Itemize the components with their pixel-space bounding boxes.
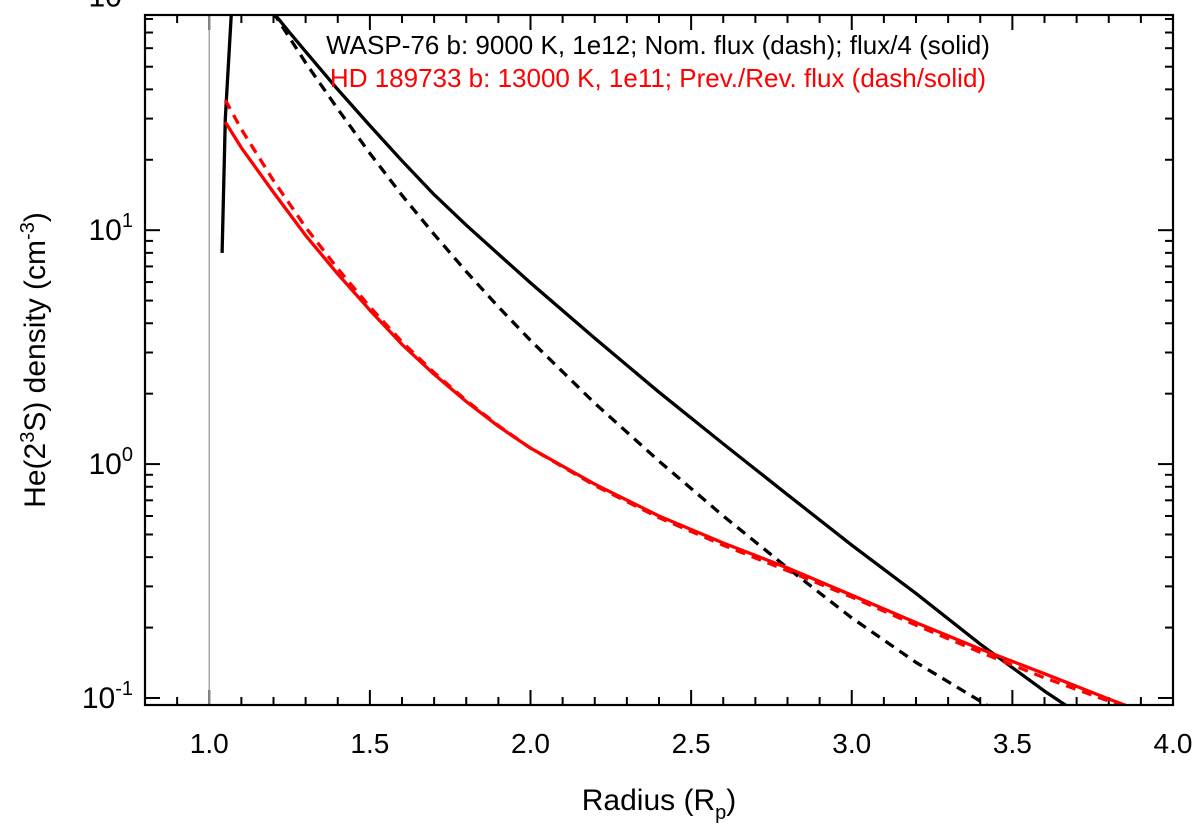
x-tick-label: 2.0 <box>511 728 550 759</box>
y-tick-label: 102 <box>89 0 134 13</box>
axis-ticks <box>144 15 1174 705</box>
legend-entry-wasp76b: WASP-76 b: 9000 K, 1e12; Nom. flux (dash… <box>326 30 990 60</box>
x-tick-label: 2.5 <box>672 728 711 759</box>
x-tick-labels: 1.0 1.5 2.0 2.5 3.0 3.5 4.0 <box>190 728 1193 759</box>
series-line-2 <box>223 121 1130 705</box>
series-layer <box>220 15 1130 705</box>
x-tick-label: 3.0 <box>832 728 871 759</box>
legend-entry-hd189733b: HD 189733 b: 13000 K, 1e11; Prev./Rev. f… <box>330 63 986 93</box>
x-tick-label: 3.5 <box>993 728 1032 759</box>
series-line-3 <box>223 99 1126 705</box>
x-tick-label: 1.0 <box>190 728 229 759</box>
plot-frame <box>143 13 1175 707</box>
series-line-0 <box>220 15 1069 705</box>
x-axis-label: Radius (Rp) <box>582 784 737 824</box>
y-tick-label: 100 <box>89 444 134 481</box>
y-tick-label: 101 <box>89 210 134 247</box>
y-tick-labels: 10-1 100 101 102 <box>82 0 133 715</box>
series-line-1 <box>272 15 990 705</box>
x-tick-label: 1.5 <box>350 728 389 759</box>
x-tick-label: 4.0 <box>1154 728 1193 759</box>
y-axis-label: He(23S) density (cm-3) <box>17 212 52 508</box>
y-tick-label: 10-1 <box>82 678 133 715</box>
